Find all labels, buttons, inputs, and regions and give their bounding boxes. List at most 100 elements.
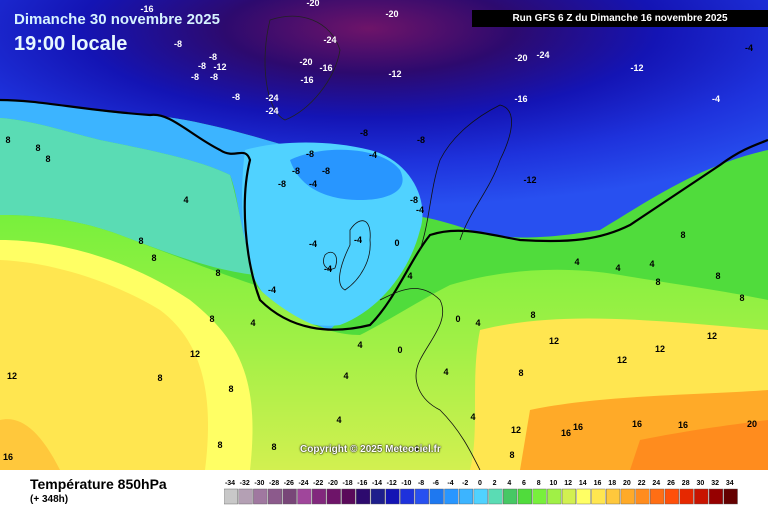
legend-tick-label: 6	[522, 480, 526, 487]
forecast-hour: 19:00 locale	[14, 33, 128, 55]
isotherm-value-label: -4	[309, 239, 317, 249]
isotherm-value-label: 8	[209, 314, 214, 324]
isotherm-value-label: -24	[265, 93, 278, 103]
isotherm-value-label: 4	[443, 367, 448, 377]
legend-color-box	[473, 488, 488, 505]
isotherm-value-label: 12	[549, 336, 559, 346]
isotherm-value-label: -8	[209, 52, 217, 62]
isotherm-value-label: 12	[617, 355, 627, 365]
legend-color-box	[341, 488, 356, 505]
isotherm-value-label: 0	[397, 345, 402, 355]
legend-color-box	[576, 488, 591, 505]
legend-color-box	[694, 488, 709, 505]
legend-tick-label: -4	[447, 480, 453, 487]
isotherm-value-label: -8	[191, 72, 199, 82]
legend-color-box	[385, 488, 400, 505]
legend-color-box	[326, 488, 341, 505]
legend-tick-label: 32	[711, 480, 719, 487]
legend-tick-label: 10	[550, 480, 558, 487]
isotherm-value-label: 8	[151, 253, 156, 263]
isotherm-value-label: -24	[323, 35, 336, 45]
isotherm-value-label: -12	[630, 63, 643, 73]
legend-color-box	[311, 488, 327, 505]
isotherm-value-label: 4	[407, 271, 412, 281]
legend-tick-label: -6	[433, 480, 439, 487]
isotherm-value-label: 4	[343, 371, 348, 381]
legend-tick-label: 8	[537, 480, 541, 487]
swirl-core	[290, 149, 403, 200]
isotherm-value-label: 20	[747, 419, 757, 429]
isotherm-value-label: 12	[707, 331, 717, 341]
isotherm-value-label: 4	[183, 195, 188, 205]
isotherm-value-label: 12	[190, 349, 200, 359]
isotherm-value-label: -8	[210, 72, 218, 82]
isotherm-value-label: 4	[336, 415, 341, 425]
legend-tick-label: 4	[507, 480, 511, 487]
isotherm-value-label: 16	[561, 428, 571, 438]
legend-tick-label: -14	[372, 480, 382, 487]
isotherm-value-label: -4	[712, 94, 720, 104]
legend-tick-label: 26	[667, 480, 675, 487]
legend-color-box	[650, 488, 665, 505]
legend-tick-label: -24	[298, 480, 308, 487]
isotherm-value-label: -4	[745, 43, 753, 53]
isotherm-value-label: -4	[369, 150, 377, 160]
legend-color-box	[679, 488, 694, 505]
isotherm-value-label: 8	[157, 373, 162, 383]
isotherm-value-label: -8	[198, 61, 206, 71]
isotherm-value-label: -8	[174, 39, 182, 49]
legend-tick-label: 14	[579, 480, 587, 487]
isotherm-value-label: 8	[228, 384, 233, 394]
isotherm-value-label: 8	[217, 440, 222, 450]
legend-color-box	[620, 488, 635, 505]
legend-tick-label: 18	[608, 480, 616, 487]
isotherm-value-label: 8	[138, 236, 143, 246]
isotherm-value-label: -16	[140, 4, 153, 14]
legend-color-box	[532, 488, 547, 505]
legend-tick-label: 34	[726, 480, 734, 487]
legend-color-box	[458, 488, 474, 505]
atlantic-mild	[0, 118, 255, 275]
isotherm-value-label: 8	[271, 442, 276, 452]
isotherm-value-label: -8	[417, 135, 425, 145]
isotherm-value-label: -12	[213, 62, 226, 72]
coastline-continent	[379, 288, 481, 470]
legend-tick-label: -10	[401, 480, 411, 487]
isotherm-value-label: 16	[678, 420, 688, 430]
copyright-notice: Copyright © 2025 Meteociel.fr	[300, 444, 441, 455]
legend-color-box	[723, 488, 738, 505]
isotherm-value-label: -8	[360, 128, 368, 138]
isotherm-value-label: -8	[292, 166, 300, 176]
isotherm-value-label: -20	[306, 0, 319, 8]
coastline-scandinavia	[419, 104, 512, 251]
legend-color-box	[561, 488, 577, 505]
legend-tick-labels: -34 -32 -30 -28 -26 -24 -22 -20 -18 -16 -14 -12 -10-…	[225, 480, 734, 487]
zero-isotherm	[0, 98, 768, 331]
isotherm-value-label: 4	[475, 318, 480, 328]
isotherm-value-label: 4	[470, 412, 475, 422]
isotherm-value-label: -4	[268, 285, 276, 295]
isotherm-value-label: -24	[536, 50, 549, 60]
isotherm-value-label: -4	[416, 205, 424, 215]
model-run-banner: Run GFS 6 Z du Dimanche 16 novembre 2025	[472, 10, 768, 27]
isotherm-value-label: 8	[5, 135, 10, 145]
legend-color-box	[664, 488, 679, 505]
isotherm-value-label: 4	[615, 263, 620, 273]
isotherm-value-label: -16	[514, 94, 527, 104]
legend-tick-label: -30	[254, 480, 264, 487]
isotherm-value-label: -8	[306, 149, 314, 159]
isotherm-value-label: 4	[413, 444, 418, 454]
isotherm-value-label: 0	[455, 314, 460, 324]
legend-color-box	[282, 488, 297, 505]
forecast-date: Dimanche 30 novembre 2025	[14, 11, 220, 28]
isotherm-value-label: 4	[574, 257, 579, 267]
legend-tick-label: -32	[240, 480, 250, 487]
legend-tick-label: 22	[638, 480, 646, 487]
legend-color-box	[356, 488, 371, 505]
isotherm-value-label: 12	[655, 344, 665, 354]
isotherm-value-label: 8	[530, 310, 535, 320]
forecast-offset: (+ 348h)	[30, 494, 69, 505]
isotherm-value-label: 0	[394, 238, 399, 248]
legend-tick-label: 30	[697, 480, 705, 487]
